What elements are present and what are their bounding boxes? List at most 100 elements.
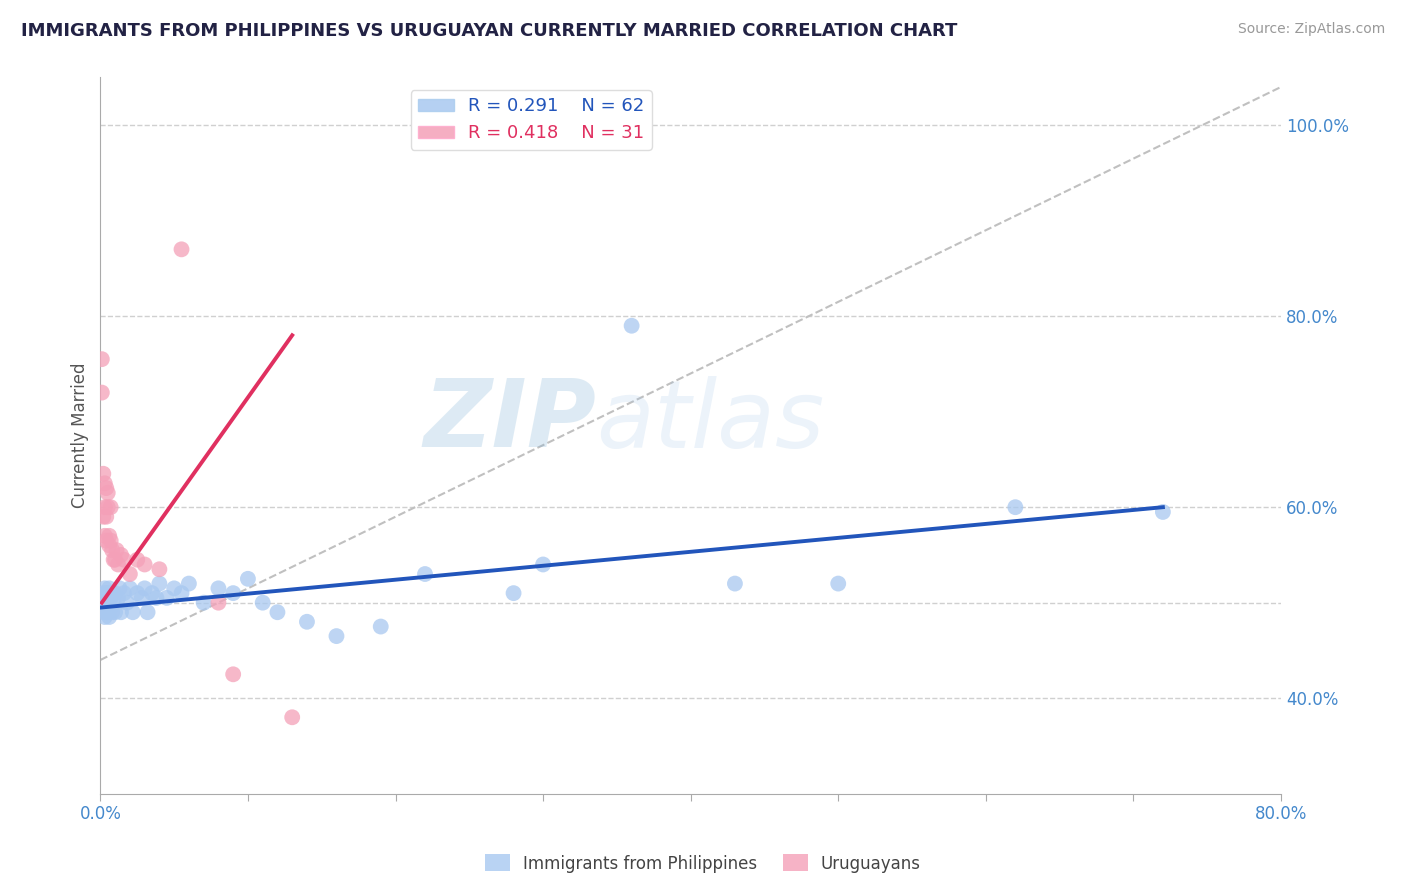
- Point: [90, 596, 112, 610]
- Point: [91, 509, 114, 524]
- Point: [145, 591, 167, 605]
- Point: [94, 591, 117, 605]
- Point: [252, 596, 274, 610]
- Point: [141, 586, 163, 600]
- Point: [94, 582, 117, 596]
- Point: [103, 552, 125, 566]
- Text: Source: ZipAtlas.com: Source: ZipAtlas.com: [1237, 22, 1385, 37]
- Point: [136, 605, 159, 619]
- Point: [100, 500, 122, 515]
- Point: [121, 605, 143, 619]
- Point: [97, 486, 120, 500]
- Point: [118, 567, 141, 582]
- Point: [413, 567, 436, 582]
- Point: [100, 600, 122, 615]
- Point: [96, 533, 118, 548]
- Text: ZIP: ZIP: [423, 376, 596, 467]
- Point: [281, 710, 304, 724]
- Point: [222, 586, 245, 600]
- Point: [96, 481, 118, 495]
- Point: [134, 582, 156, 596]
- Point: [101, 586, 124, 600]
- Point: [98, 610, 121, 624]
- Point: [148, 576, 170, 591]
- Point: [94, 476, 117, 491]
- Point: [105, 543, 128, 558]
- Point: [96, 591, 118, 605]
- Point: [107, 558, 129, 572]
- Point: [163, 582, 186, 596]
- Point: [107, 591, 129, 605]
- Legend: R = 0.291    N = 62, R = 0.418    N = 31: R = 0.291 N = 62, R = 0.418 N = 31: [411, 90, 652, 150]
- Point: [207, 596, 229, 610]
- Point: [170, 586, 193, 600]
- Text: atlas: atlas: [596, 376, 824, 467]
- Point: [127, 552, 149, 566]
- Point: [134, 558, 156, 572]
- Point: [724, 576, 747, 591]
- Point: [97, 500, 120, 515]
- Point: [112, 586, 135, 600]
- Point: [127, 586, 149, 600]
- Point: [98, 582, 121, 596]
- Point: [94, 600, 117, 615]
- Point: [90, 600, 112, 615]
- Point: [90, 591, 112, 605]
- Point: [620, 318, 643, 333]
- Point: [91, 586, 114, 600]
- Point: [101, 605, 124, 619]
- Point: [91, 467, 114, 481]
- Point: [98, 538, 121, 552]
- Point: [370, 619, 392, 633]
- Point: [207, 582, 229, 596]
- Point: [91, 596, 114, 610]
- Point: [103, 596, 125, 610]
- Point: [97, 596, 120, 610]
- Point: [104, 552, 127, 566]
- Point: [104, 586, 127, 600]
- Point: [94, 529, 117, 543]
- Point: [110, 605, 132, 619]
- Point: [91, 600, 114, 615]
- Point: [108, 582, 131, 596]
- Point: [91, 605, 114, 619]
- Point: [104, 605, 127, 619]
- Point: [1152, 505, 1174, 519]
- Point: [295, 615, 318, 629]
- Point: [100, 533, 122, 548]
- Point: [827, 576, 849, 591]
- Point: [94, 500, 117, 515]
- Point: [97, 586, 120, 600]
- Point: [96, 605, 118, 619]
- Point: [266, 605, 288, 619]
- Point: [96, 509, 118, 524]
- Point: [112, 552, 135, 566]
- Point: [170, 243, 193, 257]
- Point: [156, 591, 179, 605]
- Point: [100, 591, 122, 605]
- Point: [101, 543, 124, 558]
- Point: [118, 582, 141, 596]
- Point: [96, 586, 118, 600]
- Point: [531, 558, 554, 572]
- Point: [148, 562, 170, 576]
- Point: [502, 586, 524, 600]
- Legend: Immigrants from Philippines, Uruguayans: Immigrants from Philippines, Uruguayans: [478, 847, 928, 880]
- Text: IMMIGRANTS FROM PHILIPPINES VS URUGUAYAN CURRENTLY MARRIED CORRELATION CHART: IMMIGRANTS FROM PHILIPPINES VS URUGUAYAN…: [21, 22, 957, 40]
- Point: [325, 629, 347, 643]
- Point: [98, 529, 121, 543]
- Point: [97, 605, 120, 619]
- Point: [193, 596, 215, 610]
- Point: [1004, 500, 1026, 515]
- Point: [110, 548, 132, 562]
- Y-axis label: Currently Married: Currently Married: [72, 363, 89, 508]
- Point: [96, 596, 118, 610]
- Point: [222, 667, 245, 681]
- Point: [90, 385, 112, 400]
- Point: [115, 596, 138, 610]
- Point: [90, 352, 112, 367]
- Point: [177, 576, 200, 591]
- Point: [236, 572, 259, 586]
- Point: [94, 610, 117, 624]
- Point: [131, 591, 153, 605]
